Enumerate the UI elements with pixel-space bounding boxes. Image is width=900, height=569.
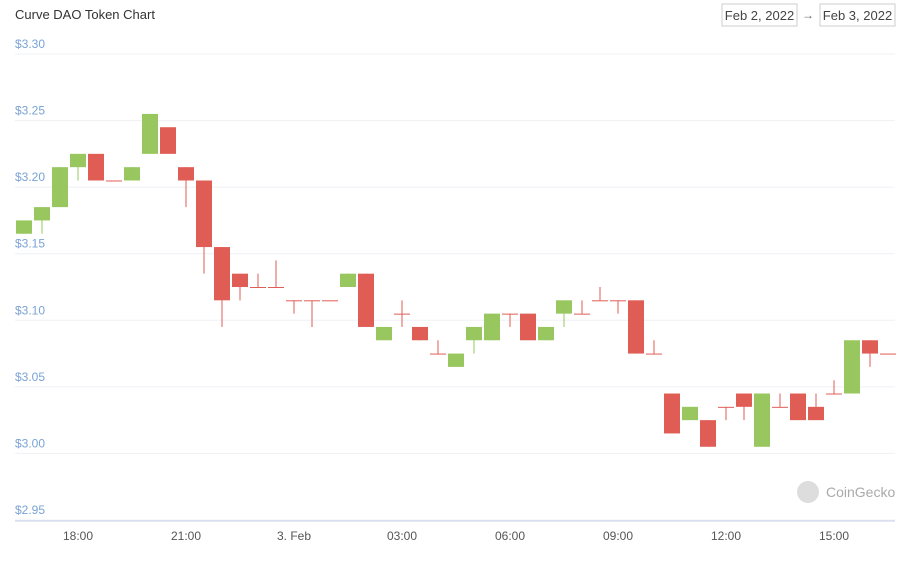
y-tick-label: $3.15 <box>15 237 45 251</box>
candle-body <box>358 273 374 327</box>
candle-body <box>448 353 464 367</box>
candle-body <box>520 313 536 341</box>
candle-body <box>106 180 122 182</box>
y-tick-label: $3.20 <box>15 170 45 184</box>
candle-body <box>664 393 680 434</box>
candle-body <box>736 393 752 407</box>
y-tick-label: $2.95 <box>15 503 45 517</box>
candle-body <box>196 180 212 248</box>
x-tick-label: 3. Feb <box>277 529 311 543</box>
watermark-icon <box>797 481 819 503</box>
candle-body <box>268 287 284 288</box>
x-tick-label: 15:00 <box>819 529 849 543</box>
date-to[interactable]: Feb 3, 2022 <box>823 8 892 23</box>
candle-body <box>862 340 878 354</box>
x-tick-label: 06:00 <box>495 529 525 543</box>
candle-body <box>700 420 716 447</box>
candle-body <box>790 393 806 421</box>
candle-body <box>538 326 554 341</box>
candle-body <box>160 127 176 154</box>
candle-body <box>124 167 140 181</box>
candle-body <box>574 313 590 315</box>
candle-body <box>286 300 302 302</box>
candle-body <box>304 300 320 302</box>
candle-body <box>718 406 734 408</box>
date-from-box[interactable] <box>721 3 798 27</box>
date-from[interactable]: Feb 2, 2022 <box>725 8 794 23</box>
candle-body <box>466 326 482 341</box>
candle-body <box>16 220 32 234</box>
candle-body <box>610 300 626 302</box>
x-tick-label: 21:00 <box>171 529 201 543</box>
candle-body <box>178 167 194 181</box>
watermark: CoinGecko <box>826 484 895 500</box>
candle-body <box>556 300 572 314</box>
candle-body <box>628 300 644 354</box>
candle-body <box>52 167 68 208</box>
candle-body <box>502 313 518 315</box>
date-to-box[interactable] <box>819 3 896 27</box>
x-tick-label: 03:00 <box>387 529 417 543</box>
date-arrow: → <box>802 8 814 22</box>
candle-body <box>772 406 788 408</box>
chart-title: Curve DAO Token Chart <box>15 7 155 22</box>
candle-body <box>430 353 446 355</box>
candle-body <box>844 340 860 394</box>
candle-body <box>394 313 410 315</box>
candle-body <box>592 300 608 302</box>
y-tick-label: $3.00 <box>15 436 45 450</box>
candle-body <box>34 207 50 221</box>
candle-body <box>646 353 662 355</box>
x-tick-label: 18:00 <box>63 529 93 543</box>
candle-body <box>826 393 842 395</box>
candle-body <box>142 113 158 154</box>
y-tick-label: $3.05 <box>15 370 45 384</box>
candle-body <box>412 326 428 341</box>
candle-body <box>88 153 104 181</box>
candle-body <box>70 153 86 168</box>
candle-body <box>682 406 698 421</box>
candle-body <box>322 300 338 302</box>
candle-body <box>214 247 230 301</box>
y-tick-label: $3.25 <box>15 104 45 118</box>
candle-body <box>754 393 770 447</box>
candle-body <box>376 326 392 341</box>
x-tick-label: 12:00 <box>711 529 741 543</box>
candle-body <box>880 353 896 355</box>
candle-body <box>250 287 266 288</box>
x-tick-label: 09:00 <box>603 529 633 543</box>
candle-body <box>484 313 500 341</box>
candle-body <box>232 273 248 287</box>
candle-body <box>340 273 356 287</box>
y-tick-label: $3.10 <box>15 303 45 317</box>
y-tick-label: $3.30 <box>15 37 45 51</box>
candle-body <box>808 406 824 421</box>
